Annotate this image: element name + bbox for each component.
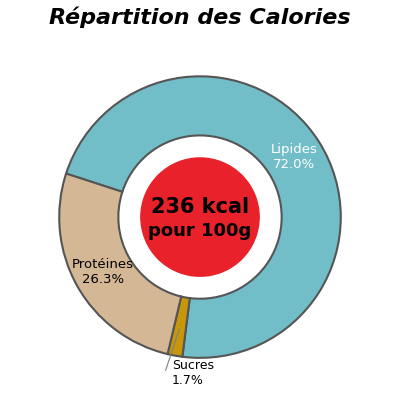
Wedge shape [66, 76, 341, 358]
Circle shape [141, 158, 259, 276]
Text: Lipides
72.0%: Lipides 72.0% [270, 144, 317, 172]
Text: Protéines
26.3%: Protéines 26.3% [72, 258, 134, 286]
Text: Sucres
1.7%: Sucres 1.7% [172, 359, 214, 387]
Text: 236 kcal: 236 kcal [151, 197, 249, 217]
Title: Répartition des Calories: Répartition des Calories [49, 7, 351, 28]
Wedge shape [168, 296, 190, 357]
Wedge shape [59, 174, 181, 354]
Text: pour 100g: pour 100g [148, 222, 252, 240]
